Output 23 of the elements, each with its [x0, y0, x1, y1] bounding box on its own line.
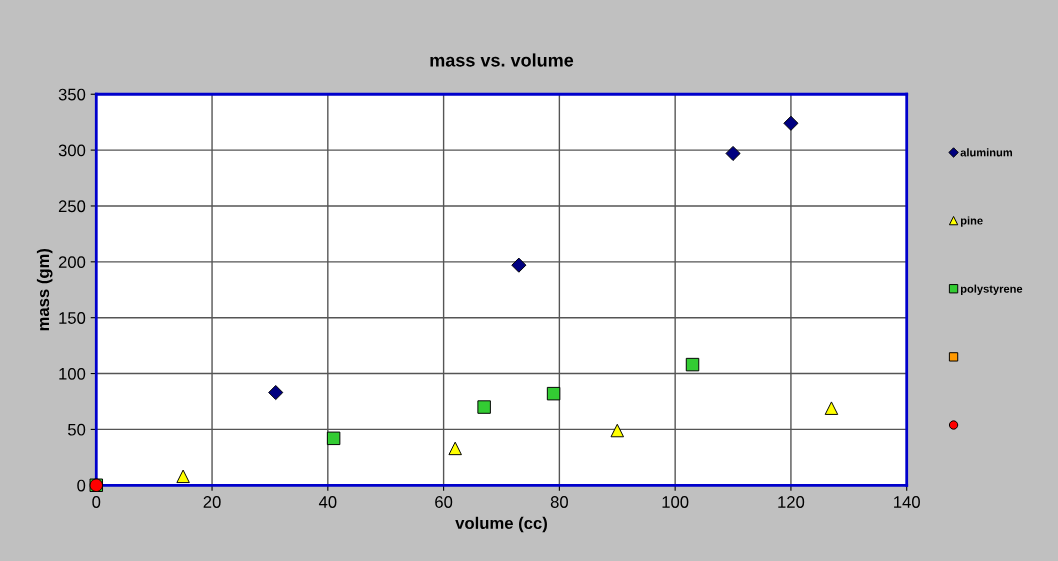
- legend-label: aluminum: [960, 148, 1013, 157]
- x-tick-label: 140: [894, 496, 920, 508]
- x-tick-label: 0: [92, 496, 101, 508]
- x-tick-label: 80: [550, 496, 568, 508]
- y-axis-title: mass (gm): [36, 248, 53, 331]
- y-tick-label: 200: [58, 256, 86, 269]
- x-tick-label: 100: [662, 496, 689, 508]
- y-tick-label: 250: [58, 200, 86, 213]
- x-axis-title: volume (cc): [455, 516, 547, 533]
- y-tick-label: 350: [58, 88, 86, 101]
- legend-label: pine: [960, 216, 983, 227]
- x-tick-label: 120: [778, 496, 805, 508]
- y-tick-label: 150: [59, 312, 86, 324]
- x-tick-label: 60: [435, 496, 453, 508]
- y-tick-label: 50: [67, 423, 86, 436]
- x-tick-label: 20: [203, 496, 221, 508]
- y-tick-label: 100: [59, 367, 86, 380]
- chart-title: mass vs. volume: [430, 53, 574, 67]
- legend-label: polystyrene: [960, 284, 1023, 295]
- point: [326, 431, 341, 446]
- y-tick-label: 0: [77, 479, 86, 492]
- x-tick-label: 40: [318, 496, 337, 508]
- y-tick-label: 300: [58, 144, 86, 157]
